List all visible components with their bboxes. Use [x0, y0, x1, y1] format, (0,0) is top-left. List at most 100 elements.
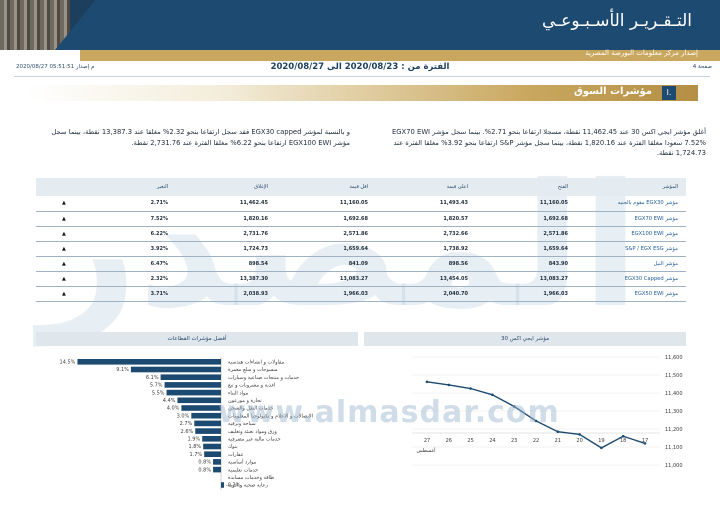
- table-row: مؤشر EGX50 EWI 1,966.03 2,040.70 1,966.0…: [36, 286, 686, 302]
- data-point: [643, 442, 647, 445]
- up-arrow-icon: ▲: [36, 226, 96, 242]
- sector-category-label: بنوك: [228, 444, 238, 450]
- bar-value-label: -0.3%: [226, 483, 241, 489]
- divider: [14, 76, 710, 77]
- low-value: 13,083.27: [276, 271, 376, 287]
- sector-category-label: سياحة وترفيه: [228, 421, 256, 427]
- sector-category-label: اغذية و مشروبات و تبغ: [228, 383, 275, 389]
- low-value: 841.09: [276, 256, 376, 272]
- data-point: [621, 434, 625, 438]
- table-row: مؤشر EGX30 مقوم بالجنيه 11,160.05 11,493…: [36, 196, 686, 212]
- header-banner: التـقـريـر الأسـبـوعـي: [0, 0, 720, 50]
- x-tick-label: 19: [598, 438, 604, 444]
- high-value: 1,820.57: [376, 211, 476, 227]
- sector-category-label: مواد البناء: [228, 390, 249, 396]
- high-value: 898.56: [376, 256, 476, 272]
- x-tick-label: 21: [555, 438, 561, 444]
- table-row: مؤشر النيل 843.90 898.56 841.09 898.54 6…: [36, 256, 686, 272]
- sector-bar: [77, 359, 221, 365]
- low-value: 11,160.05: [276, 196, 376, 212]
- change-value: 7.52%: [96, 211, 176, 227]
- bar-value-label: 5.7%: [150, 383, 163, 389]
- low-value: 1,966.03: [276, 286, 376, 302]
- sector-bar: [221, 482, 224, 488]
- close-value: 1,820.16: [176, 211, 276, 227]
- open-value: 13,083.27: [476, 271, 576, 287]
- y-tick-label: 11,600: [665, 355, 683, 361]
- sector-category-label: عقارات: [228, 452, 244, 458]
- table-row: مؤشر EGX30 Capped 13,083.27 13,454.05 13…: [36, 271, 686, 287]
- sector-bar: [204, 451, 221, 457]
- y-tick-label: 11,500: [665, 373, 683, 379]
- bar-value-label: 5.5%: [152, 390, 165, 396]
- up-arrow-icon: ▲: [36, 196, 96, 212]
- sector-bar: [130, 366, 221, 373]
- index-name: مؤشر EGX50 EWI: [576, 286, 686, 302]
- sector-category-label: طاقة وخدمات مساندة: [228, 475, 274, 481]
- data-point: [600, 446, 603, 450]
- x-tick-label: 27: [424, 438, 430, 444]
- page-number: صفحة 4: [692, 64, 712, 70]
- close-value: 11,462.45: [176, 196, 276, 212]
- index-name: مؤشر EGX70 EWI: [576, 211, 686, 227]
- bar-value-label: 0.8%: [198, 467, 211, 473]
- up-arrow-icon: ▲: [36, 271, 96, 287]
- high-value: 2,040.70: [376, 286, 476, 302]
- sector-category-label: ورق ومواد تعبئة وتغليف: [228, 429, 277, 435]
- up-arrow-icon: ▲: [36, 211, 96, 227]
- sector-category-label: منسوجات و سلع معمرة: [228, 367, 278, 373]
- period-range: الفترة من : 2020/08/23 الى 2020/08/27: [270, 62, 450, 72]
- index-name: مؤشر النيل: [576, 256, 686, 272]
- col-header-change: التغير: [96, 178, 176, 196]
- sector-bar: [213, 459, 221, 465]
- col-header-arrow: [36, 178, 96, 196]
- bar-value-label: 1.9%: [187, 437, 200, 443]
- sector-bar: [166, 389, 221, 396]
- sector-bar: [213, 466, 221, 473]
- summary-paragraph-right: أغلق مؤشر ايجي اكس 30 عند 11,462.45 نقطة…: [392, 128, 706, 157]
- sector-bar: [160, 374, 221, 380]
- sector-category-label: الاتصالات و الاعلام و تكنولوجيا المعلوما…: [228, 413, 313, 419]
- sector-bar: [191, 412, 221, 419]
- data-point: [578, 433, 581, 436]
- section-number: ا.: [662, 86, 676, 100]
- sector-category-label: مقاولات و انشاءات هندسية: [228, 360, 285, 366]
- change-value: 3.92%: [96, 241, 176, 257]
- up-arrow-icon: ▲: [36, 286, 96, 302]
- bar-value-label: 1.8%: [188, 444, 201, 450]
- report-subtitle: إصدار مركز معلومات البورصة المصرية: [585, 49, 698, 57]
- sector-bar: [203, 443, 221, 450]
- banner-band: [55, 0, 720, 50]
- change-value: 2.32%: [96, 271, 176, 287]
- col-header-close: الإغلاق: [176, 178, 276, 196]
- issue-value: 2020/08/27 05:51:51 م: [16, 64, 95, 70]
- data-point: [425, 380, 429, 384]
- table-header-row: المؤشر الفتح اعلى قيمة اقل قيمة الإغلاق …: [36, 178, 686, 196]
- col-header-low: اقل قيمة: [276, 178, 376, 196]
- sector-category-label: موارد أساسية: [228, 459, 257, 466]
- data-point: [469, 387, 472, 390]
- close-value: 2,038.93: [176, 286, 276, 302]
- col-header-high: اعلى قيمة: [376, 178, 476, 196]
- bar-value-label: 4.0%: [167, 406, 180, 412]
- sector-bar: [181, 405, 221, 411]
- data-point: [556, 430, 560, 434]
- open-value: 843.90: [476, 256, 576, 272]
- high-value: 13,454.05: [376, 271, 476, 287]
- egx30-chart-title: مؤشر ايجي اكس 30: [364, 332, 686, 346]
- open-value: 2,571.86: [476, 226, 576, 242]
- high-value: 2,732.66: [376, 226, 476, 242]
- sector-category-label: خدمات النقل والشحن: [228, 406, 273, 412]
- summary-paragraph-left: و بالنسبة لمؤشر EGX30 capped فقد سجل ارت…: [51, 128, 350, 147]
- index-name: مؤشر EGX100 EWI: [576, 226, 686, 242]
- y-tick-label: 11,400: [665, 391, 683, 397]
- data-point: [534, 419, 538, 423]
- x-tick-label: 20: [576, 438, 582, 444]
- open-value: 1,659.64: [476, 241, 576, 257]
- issue-date: 2020/08/27 05:51:51 م إصدار: [16, 64, 94, 70]
- sector-category-label: خدمات تعليمية: [228, 467, 258, 473]
- close-value: 898.54: [176, 256, 276, 272]
- sector-bar: [164, 382, 221, 388]
- bar-value-label: 2.6%: [181, 429, 194, 435]
- bar-value-label: 14.5%: [60, 360, 76, 366]
